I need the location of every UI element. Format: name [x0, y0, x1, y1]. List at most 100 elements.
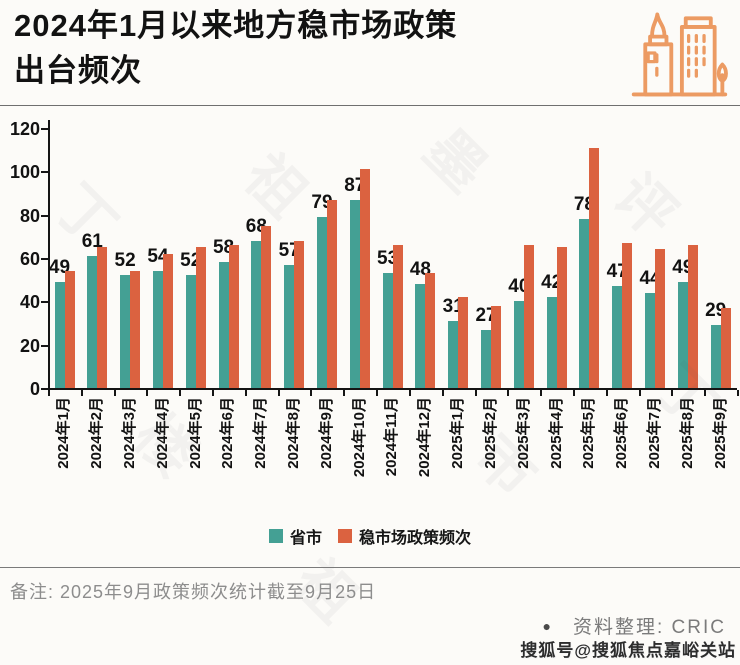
bar-provinces-9 [349, 199, 360, 388]
bar-provinces-5 [218, 262, 229, 388]
bar-policy-3 [162, 253, 173, 388]
y-tick [41, 214, 48, 217]
category-label-7: 2024年8月 [285, 397, 303, 469]
bar-provinces-7 [284, 264, 295, 388]
background-watermark: 墨 [411, 117, 499, 205]
category-label-13: 2025年2月 [481, 397, 499, 469]
bar-policy-16 [589, 147, 600, 388]
source-row: ● 资料整理: CRIC [543, 612, 726, 639]
bar-provinces-10 [382, 273, 393, 388]
category-label-8: 2024年9月 [317, 397, 335, 469]
category-label-18: 2025年7月 [645, 397, 663, 469]
value-label-1: 61 [81, 230, 103, 252]
bar-provinces-1 [87, 255, 98, 388]
source-label: 资料整理: CRIC [572, 617, 726, 638]
x-tick [408, 390, 411, 396]
legend-item-provinces: 省市 [268, 524, 322, 548]
x-tick [80, 390, 83, 396]
y-tick [41, 388, 48, 390]
x-tick [671, 390, 674, 396]
category-label-3: 2024年4月 [153, 397, 171, 469]
category-label-4: 2024年5月 [186, 397, 204, 469]
y-tick-label: 80 [19, 205, 40, 226]
category-label-5: 2024年6月 [219, 397, 237, 469]
y-tick-label: 0 [29, 379, 40, 399]
x-tick [376, 390, 379, 396]
bar-policy-17 [622, 242, 633, 388]
x-axis [48, 388, 737, 390]
page-title-line2: 出台频次 [14, 52, 142, 88]
bar-policy-15 [556, 247, 567, 388]
bar-provinces-17 [612, 286, 623, 388]
x-tick [441, 390, 444, 396]
y-tick [41, 171, 48, 174]
x-tick [507, 390, 510, 396]
x-tick [244, 390, 247, 396]
page-title: 2024年1月以来地方稳市场政策 出台频次 [14, 4, 624, 94]
bar-policy-4 [195, 247, 206, 388]
x-tick [277, 390, 280, 396]
bar-provinces-16 [579, 219, 590, 388]
bar-provinces-20 [710, 325, 721, 388]
bullet-icon: ● [542, 617, 551, 634]
bar-provinces-19 [677, 281, 688, 388]
x-tick [638, 390, 641, 396]
category-label-2: 2024年3月 [121, 397, 139, 469]
title-divider [0, 105, 740, 106]
bar-policy-20 [720, 307, 731, 388]
category-label-10: 2024年11月 [383, 397, 401, 477]
bar-policy-10 [392, 245, 403, 388]
bar-provinces-4 [185, 275, 196, 388]
bar-provinces-18 [645, 292, 656, 388]
y-tick [41, 344, 48, 347]
x-tick [704, 390, 707, 396]
category-label-15: 2025年4月 [547, 397, 565, 469]
bar-provinces-13 [481, 329, 492, 388]
y-tick [41, 128, 48, 130]
bar-policy-8 [326, 199, 337, 388]
category-label-12: 2025年1月 [449, 397, 467, 469]
x-tick [737, 390, 739, 396]
category-label-14: 2025年3月 [514, 397, 532, 469]
bar-provinces-15 [546, 297, 557, 388]
background-watermark: 市 [461, 422, 549, 510]
category-label-16: 2025年5月 [580, 397, 598, 469]
bar-policy-2 [130, 271, 141, 388]
x-tick [343, 390, 346, 396]
x-tick [474, 390, 477, 396]
bar-policy-13 [491, 305, 502, 388]
y-axis [48, 120, 50, 390]
x-tick [48, 390, 50, 396]
x-tick [572, 390, 575, 396]
legend-swatch-green [268, 529, 283, 543]
bar-provinces-11 [415, 284, 426, 388]
x-tick [310, 390, 313, 396]
category-label-6: 2024年7月 [252, 397, 270, 469]
legend-label-provinces: 省市 [289, 530, 322, 547]
y-tick-label: 40 [19, 292, 40, 313]
bar-policy-14 [523, 245, 534, 388]
bar-policy-11 [425, 273, 436, 388]
y-tick-label: 120 [9, 119, 40, 139]
x-tick [212, 390, 215, 396]
bar-policy-12 [458, 297, 469, 388]
y-tick-label: 20 [19, 335, 40, 356]
page-title-line1: 2024年1月以来地方稳市场政策 [14, 8, 458, 43]
x-tick [146, 390, 149, 396]
y-tick-label: 100 [9, 162, 40, 183]
bar-policy-0 [64, 271, 75, 388]
bar-policy-9 [359, 169, 370, 388]
category-label-0: 2024年1月 [55, 397, 73, 469]
y-tick [41, 301, 48, 304]
x-tick [540, 390, 543, 396]
category-label-17: 2025年6月 [613, 397, 631, 469]
chart-legend: 省市 稳市场政策频次 [0, 524, 740, 548]
category-label-19: 2025年8月 [678, 397, 696, 469]
footer-divider [0, 567, 740, 568]
bar-provinces-0 [54, 281, 65, 388]
category-label-9: 2024年10月 [350, 397, 368, 478]
category-label-11: 2024年12月 [416, 397, 434, 478]
bar-policy-19 [687, 245, 698, 388]
